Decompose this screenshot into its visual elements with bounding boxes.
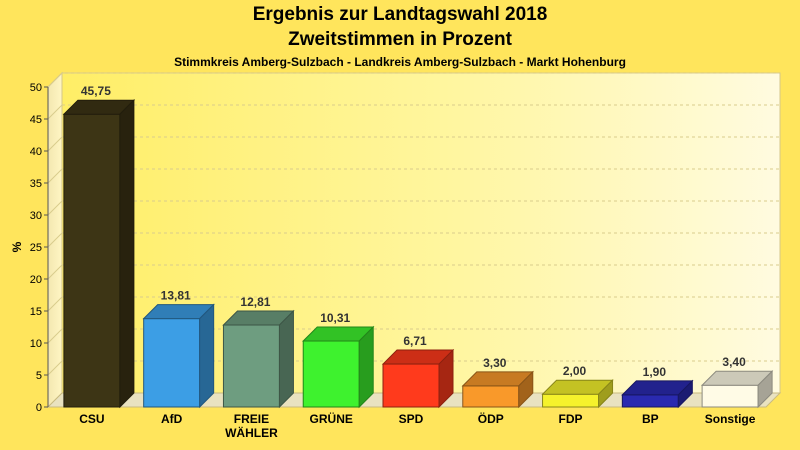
- gridline-side: [47, 360, 63, 376]
- bar-side: [438, 348, 454, 409]
- gridline-side: [47, 136, 63, 152]
- bar-front: [222, 324, 280, 408]
- bar-front: [701, 384, 759, 408]
- y-tick-label: 50: [30, 82, 42, 94]
- y-tick-label: 20: [30, 274, 42, 286]
- chart-subtitle: Zweitstimmen in Prozent: [288, 29, 512, 50]
- bar-fdp: 2,00: [541, 364, 614, 409]
- category-label: BP: [642, 412, 659, 426]
- bar-front: [462, 385, 520, 408]
- bar-front: [143, 318, 201, 408]
- gridline-side: [47, 72, 63, 88]
- category-label: GRÜNE: [310, 411, 353, 426]
- category-label: FREIE: [234, 412, 269, 426]
- bar-side: [199, 303, 215, 409]
- value-label: 13,81: [161, 289, 191, 303]
- y-tick-label: 35: [30, 178, 42, 190]
- value-label: 6,71: [403, 334, 427, 348]
- bar-side: [358, 325, 374, 409]
- bars: 45,75 13,81 12,81 10,31 6,71 3,30 2,00 1,90 3,40: [62, 84, 774, 409]
- y-axis-label: %: [10, 241, 24, 252]
- bar-front: [542, 393, 600, 408]
- y-tick-label: 30: [30, 210, 42, 222]
- bar-front: [302, 340, 360, 408]
- bar-bp: 1,90: [621, 365, 694, 409]
- bar-front: [63, 113, 121, 408]
- category-label: AfD: [161, 412, 183, 426]
- y-tick-label: 0: [36, 402, 42, 414]
- gridline-side: [47, 168, 63, 184]
- category-label: SPD: [399, 412, 424, 426]
- category-label: FDP: [559, 412, 583, 426]
- value-label: 12,81: [240, 295, 270, 309]
- gridlines: [47, 72, 780, 376]
- y-tick-label: 5: [36, 370, 42, 382]
- bar-afd: 13,81: [142, 289, 215, 409]
- value-label: 1,90: [643, 365, 667, 379]
- bar-front: [382, 363, 440, 408]
- bar-side: [278, 309, 294, 409]
- y-tick-label: 10: [30, 338, 42, 350]
- bar-ödp: 3,30: [461, 356, 534, 409]
- value-label: 3,40: [722, 355, 746, 369]
- category-label: CSU: [79, 412, 104, 426]
- category-label: Sonstige: [705, 412, 756, 426]
- bar-side: [677, 379, 693, 409]
- y-axis-ticks: 0 5 10 15 20 25 30 35 40 45 50: [30, 82, 49, 414]
- bar-grüne: 10,31: [302, 311, 375, 409]
- value-label: 10,31: [320, 311, 350, 325]
- bar-freie-wähler: 12,81: [222, 295, 295, 409]
- gridline-side: [47, 264, 63, 280]
- chart-region-subtitle: Stimmkreis Amberg-Sulzbach - Landkreis A…: [174, 55, 626, 69]
- bar-side: [518, 370, 534, 409]
- y-tick-label: 40: [30, 146, 42, 158]
- gridline-side: [47, 296, 63, 312]
- bar-side: [119, 98, 135, 409]
- bar-sonstige: 3,40: [700, 355, 774, 409]
- bar-side: [757, 370, 773, 409]
- category-label: WÄHLER: [225, 425, 278, 440]
- bar-side: [598, 378, 614, 409]
- y-tick-label: 45: [30, 114, 42, 126]
- gridline-side: [47, 328, 63, 344]
- bar-csu: 45,75: [62, 84, 136, 409]
- gridline-side: [47, 232, 63, 248]
- category-label: ÖDP: [478, 411, 504, 426]
- bar-front: [621, 394, 679, 408]
- gridline-side: [47, 104, 63, 120]
- value-label: 3,30: [483, 356, 507, 370]
- bar-spd: 6,71: [381, 334, 455, 409]
- chart-title: Ergebnis zur Landtagswahl 2018: [252, 4, 548, 25]
- gridline-side: [47, 200, 63, 216]
- value-label: 2,00: [563, 364, 587, 378]
- y-tick-label: 15: [30, 306, 42, 318]
- value-label: 45,75: [81, 84, 111, 98]
- y-tick-label: 25: [30, 242, 42, 254]
